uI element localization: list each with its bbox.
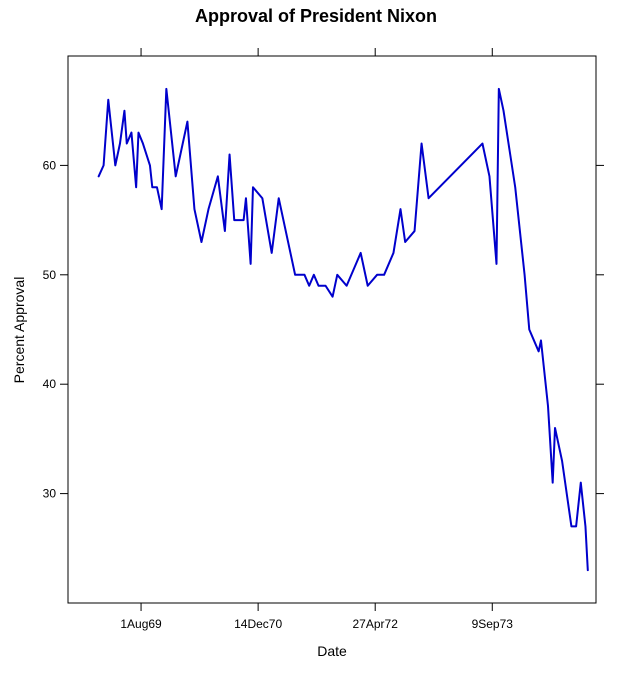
y-axis: 30 40 50 60 — [43, 158, 604, 501]
x-tick-label: 27Apr72 — [353, 617, 399, 631]
x-axis-label: Date — [317, 643, 347, 659]
x-tick-label: 9Sep73 — [472, 617, 514, 631]
y-tick-label: 30 — [43, 487, 57, 501]
x-tick-label: 1Aug69 — [120, 617, 162, 631]
x-tick-label: 14Dec70 — [234, 617, 282, 631]
y-tick-label: 40 — [43, 377, 57, 391]
plot-frame — [67, 55, 597, 604]
x-axis: 1Aug69 14Dec70 27Apr72 9Sep73 — [120, 48, 513, 631]
chart-title: Approval of President Nixon — [195, 6, 437, 26]
y-tick-label: 60 — [43, 158, 57, 172]
y-axis-label: Percent Approval — [11, 277, 27, 384]
y-tick-label: 50 — [43, 268, 57, 282]
approval-series-line — [97, 87, 589, 572]
